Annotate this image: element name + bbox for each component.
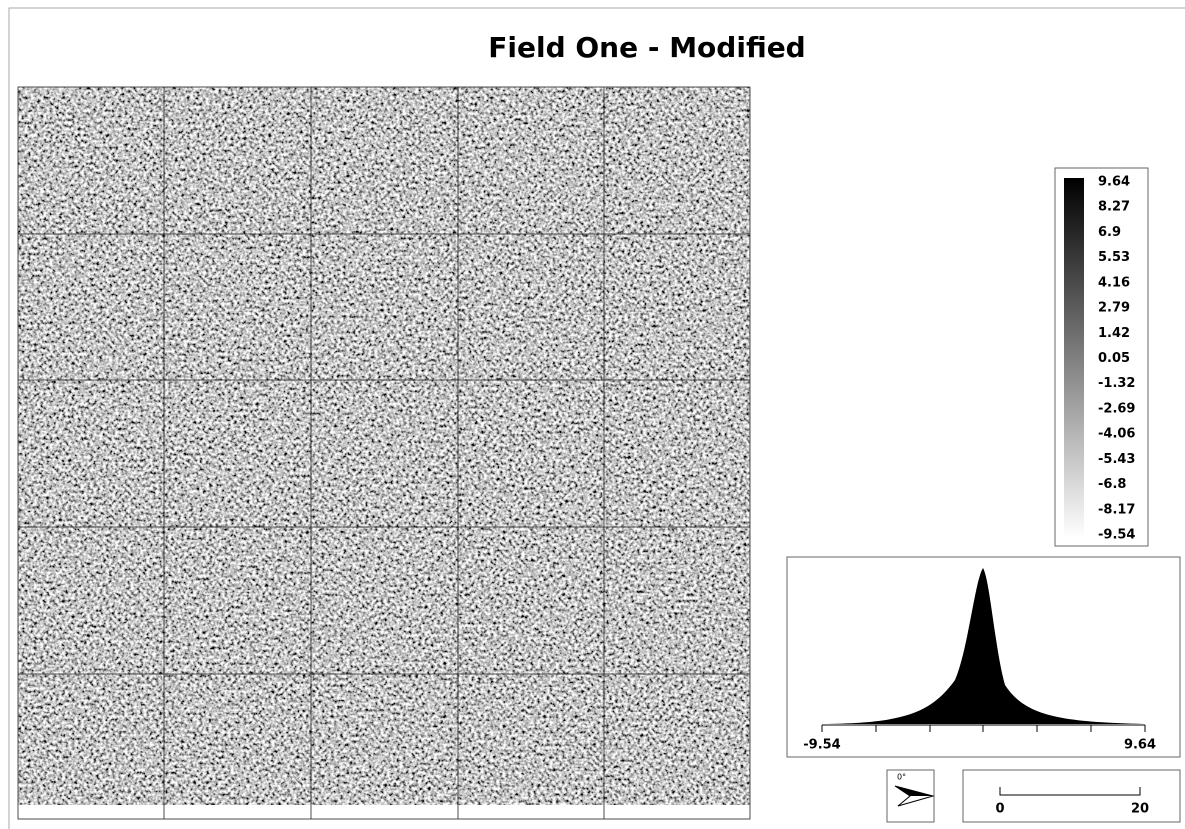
legend-label: -1.32	[1098, 376, 1135, 391]
scale-bar	[999, 787, 1141, 796]
legend-label: 2.79	[1098, 301, 1130, 316]
north-label: 0°	[897, 773, 906, 782]
histogram-axis	[821, 724, 1146, 732]
legend-label: -9.54	[1098, 528, 1135, 543]
page-frame	[8, 7, 1185, 829]
scale-label: 0	[995, 802, 1004, 817]
legend-label: 8.27	[1098, 200, 1130, 215]
legend-label: 6.9	[1098, 225, 1121, 240]
map-title: Field One - Modified	[488, 31, 805, 64]
histogram-max: 9.64	[1124, 738, 1156, 753]
legend-label: 1.42	[1098, 326, 1130, 341]
survey-raster	[18, 87, 750, 805]
histogram-min: -9.54	[803, 738, 840, 753]
legend-label: -6.8	[1098, 477, 1126, 492]
legend-labels: 9.64 8.27 6.9 5.53 4.16 2.79 1.42 0.05 -1.32 -2.6…	[1098, 175, 1135, 543]
legend-label: 9.64	[1098, 175, 1130, 190]
grid	[17, 86, 751, 820]
north-arrow-half	[895, 786, 933, 796]
legend-label: 4.16	[1098, 275, 1130, 290]
scale-bar-box	[962, 769, 1181, 823]
legend-label: 0.05	[1098, 351, 1130, 366]
legend-label: -5.43	[1098, 452, 1135, 467]
legend-label: -8.17	[1098, 502, 1135, 517]
legend-label: 5.53	[1098, 250, 1130, 265]
histogram-shape	[822, 568, 1145, 724]
legend-label: -2.69	[1098, 401, 1135, 416]
scale-label: 20	[1131, 802, 1149, 817]
legend-label: -4.06	[1098, 427, 1135, 442]
color-ramp	[1064, 178, 1084, 538]
